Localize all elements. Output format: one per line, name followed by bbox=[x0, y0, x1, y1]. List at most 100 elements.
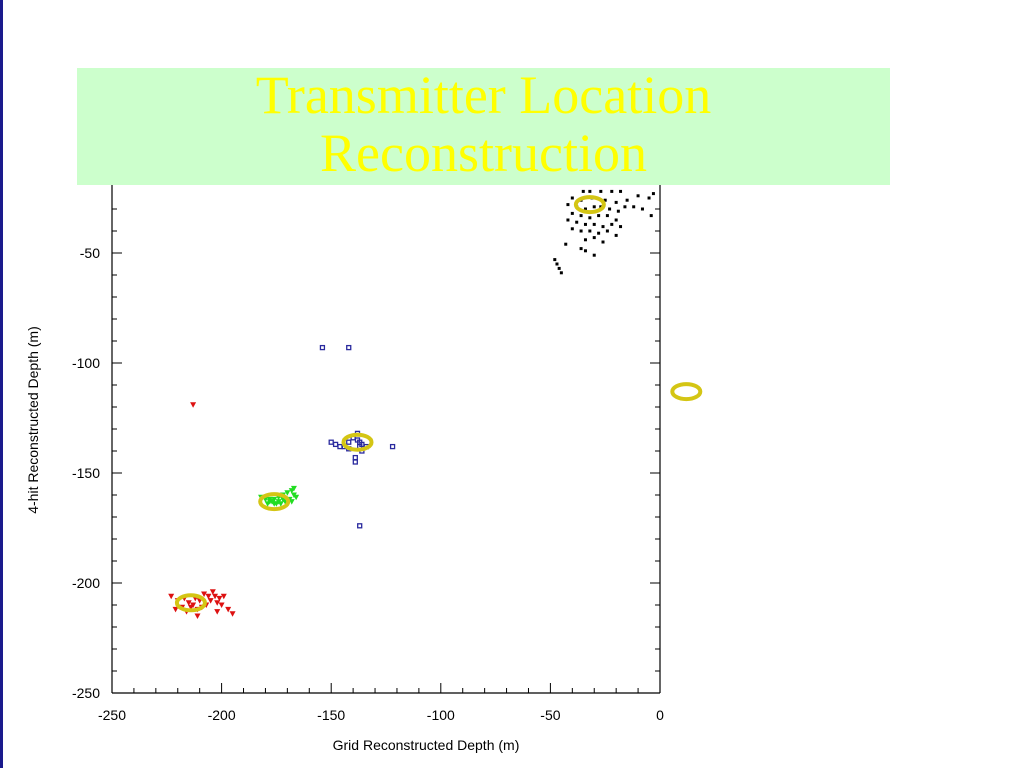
data-point bbox=[599, 189, 603, 193]
data-point bbox=[284, 490, 291, 496]
data-point bbox=[264, 501, 271, 507]
data-point bbox=[389, 443, 396, 450]
data-point bbox=[619, 189, 623, 193]
y-tick-label: -250 bbox=[72, 685, 100, 701]
data-point bbox=[601, 240, 605, 244]
data-point bbox=[601, 225, 605, 229]
x-tick-label: -250 bbox=[98, 707, 126, 723]
data-point bbox=[566, 203, 570, 207]
data-point bbox=[288, 499, 295, 505]
data-point bbox=[623, 205, 627, 209]
data-point bbox=[185, 600, 192, 606]
data-point bbox=[346, 344, 352, 351]
data-point bbox=[216, 595, 223, 602]
plot-area: -250 -200 -150 -100 -50 0 -250 -200 -150 -100 -50 G… bbox=[25, 176, 703, 753]
data-point bbox=[293, 494, 300, 501]
data-point bbox=[168, 593, 175, 600]
data-point bbox=[632, 205, 636, 209]
data-point bbox=[220, 593, 227, 600]
data-point bbox=[570, 211, 574, 215]
data-point bbox=[605, 214, 609, 218]
data-point bbox=[319, 344, 326, 351]
data-point bbox=[592, 253, 596, 257]
reconstructed-location-ring bbox=[258, 492, 291, 512]
x-tick-label: -150 bbox=[317, 707, 345, 723]
data-point bbox=[328, 439, 334, 445]
data-point bbox=[583, 207, 587, 211]
x-axis-title: Grid Reconstructed Depth (m) bbox=[333, 737, 520, 753]
data-point bbox=[592, 236, 596, 240]
reconstructed-location-ring bbox=[341, 432, 374, 452]
data-point bbox=[588, 216, 592, 220]
data-point bbox=[352, 454, 358, 461]
data-point bbox=[640, 207, 644, 211]
y-tick-label: -100 bbox=[72, 355, 100, 371]
data-point bbox=[597, 231, 601, 235]
data-point bbox=[559, 271, 563, 275]
data-point bbox=[588, 229, 592, 233]
x-tick-label: -50 bbox=[540, 707, 560, 723]
data-point bbox=[207, 598, 214, 604]
data-point bbox=[205, 593, 212, 600]
data-point bbox=[218, 602, 225, 608]
data-point bbox=[614, 233, 618, 237]
y-tick-label: -50 bbox=[80, 245, 100, 261]
data-point bbox=[610, 189, 614, 193]
data-point bbox=[194, 613, 201, 619]
data-point bbox=[619, 225, 623, 229]
data-point bbox=[597, 214, 601, 218]
data-point bbox=[225, 606, 232, 613]
data-point bbox=[332, 441, 339, 448]
data-point bbox=[214, 600, 221, 606]
data-point bbox=[610, 222, 614, 226]
data-point bbox=[566, 218, 570, 222]
data-point bbox=[271, 501, 278, 507]
data-point bbox=[636, 194, 640, 198]
data-point bbox=[583, 222, 587, 226]
data-point bbox=[214, 609, 221, 615]
y-tick-label: -200 bbox=[72, 575, 100, 591]
data-point bbox=[575, 220, 579, 224]
data-point bbox=[187, 604, 194, 611]
data-point bbox=[570, 227, 574, 231]
data-point bbox=[614, 200, 618, 204]
data-point bbox=[201, 591, 208, 597]
data-point bbox=[172, 606, 179, 613]
data-point bbox=[579, 229, 583, 233]
data-point bbox=[625, 198, 629, 202]
data-point bbox=[592, 205, 596, 209]
left-accent-bar bbox=[0, 0, 3, 768]
data-point bbox=[557, 266, 561, 270]
data-point bbox=[649, 214, 653, 218]
data-point bbox=[346, 439, 352, 445]
data-point bbox=[212, 593, 219, 600]
data-point bbox=[275, 499, 282, 505]
y-tick-label: -150 bbox=[72, 465, 100, 481]
data-point bbox=[357, 523, 363, 529]
data-point bbox=[614, 218, 618, 222]
x-tick-label: -200 bbox=[208, 707, 236, 723]
data-point bbox=[579, 247, 583, 251]
data-point bbox=[608, 207, 612, 211]
data-point bbox=[290, 485, 297, 492]
data-point bbox=[229, 611, 236, 617]
data-point bbox=[579, 214, 583, 218]
slide-title: Transmitter Location Reconstruction bbox=[255, 65, 712, 183]
y-axis-title: 4-hit Reconstructed Depth (m) bbox=[25, 326, 41, 514]
data-point bbox=[570, 196, 574, 200]
data-point bbox=[603, 198, 607, 202]
reconstructed-location-ring bbox=[670, 382, 703, 402]
data-point bbox=[583, 238, 587, 242]
data-point bbox=[647, 196, 651, 200]
data-point bbox=[605, 229, 609, 233]
data-point bbox=[651, 192, 655, 196]
reconstructed-location-ring bbox=[174, 593, 207, 613]
data-point bbox=[581, 189, 585, 193]
data-point bbox=[555, 262, 559, 266]
data-point bbox=[352, 459, 358, 465]
x-tick-label: -100 bbox=[427, 707, 455, 723]
data-point bbox=[190, 402, 197, 408]
data-point bbox=[266, 496, 273, 503]
data-point bbox=[583, 249, 587, 253]
